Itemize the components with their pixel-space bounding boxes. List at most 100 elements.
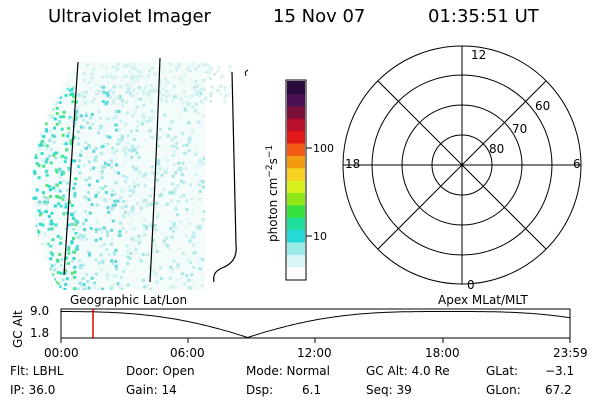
speckle <box>64 200 68 204</box>
speckle <box>90 203 94 207</box>
speckle <box>62 171 66 175</box>
speckle <box>193 251 197 255</box>
speckle <box>141 93 145 96</box>
speckle <box>114 128 118 132</box>
speckle <box>80 95 84 99</box>
speckle <box>117 138 121 142</box>
speckle <box>77 165 81 169</box>
speckle <box>204 213 205 217</box>
speckle <box>139 88 143 92</box>
speckle <box>106 234 109 238</box>
color-bar-frame <box>285 79 307 281</box>
speckle <box>155 171 159 175</box>
speckle <box>45 202 48 206</box>
speckle <box>209 99 213 103</box>
speckle <box>76 106 80 110</box>
speckle <box>53 268 57 272</box>
speckle <box>47 278 51 281</box>
speckle <box>136 120 140 123</box>
speckle <box>38 257 42 261</box>
speckle <box>131 165 135 169</box>
speckle <box>120 79 123 83</box>
color-band <box>287 167 305 181</box>
speckle <box>189 241 192 244</box>
speckle <box>125 111 129 115</box>
speckle <box>61 133 65 137</box>
speckle <box>188 69 192 73</box>
speckle <box>109 156 112 160</box>
speckle <box>182 144 185 147</box>
speckle <box>34 263 38 267</box>
speckle <box>147 91 151 95</box>
door-readout: Door: Open <box>126 364 195 378</box>
speckle <box>141 253 145 256</box>
speckle <box>33 119 37 123</box>
speckle <box>32 196 36 200</box>
meridian-line-2 <box>149 57 161 283</box>
speckle <box>59 155 63 159</box>
speckle <box>132 137 136 141</box>
speckle <box>125 83 129 87</box>
speckle <box>55 258 59 262</box>
color-unit-label: photon cm−2s−1 <box>265 145 280 242</box>
speckle <box>67 166 71 170</box>
app-title: Ultraviolet Imager <box>48 6 211 27</box>
speckle <box>146 284 150 288</box>
speckle <box>203 98 207 102</box>
speckle <box>155 90 159 94</box>
speckle <box>40 273 44 277</box>
speckle <box>82 283 86 287</box>
speckle <box>142 103 146 107</box>
speckle <box>101 75 105 79</box>
speckle <box>159 265 162 269</box>
speckle <box>189 77 193 81</box>
speckle <box>58 181 62 185</box>
timeline-y-high: 9.0 <box>30 304 50 318</box>
speckle <box>43 232 47 236</box>
speckle <box>56 284 60 288</box>
polar-label-80: 80 <box>489 142 504 156</box>
speckle <box>125 175 129 179</box>
speckle <box>171 154 175 157</box>
speckle <box>87 198 91 202</box>
speckle <box>49 89 53 93</box>
speckle <box>98 127 102 131</box>
speckle <box>130 144 134 148</box>
speckle <box>60 264 63 267</box>
polar-label-6: 6 <box>573 157 581 171</box>
speckle <box>128 83 132 87</box>
speckle <box>176 219 180 223</box>
speckle <box>166 81 170 84</box>
speckle <box>138 211 142 215</box>
speckle <box>56 282 60 286</box>
speckle <box>169 121 173 125</box>
speckle <box>68 200 72 204</box>
speckle <box>53 126 56 130</box>
speckle <box>85 237 89 241</box>
speckle <box>135 129 139 132</box>
speckle <box>96 179 99 183</box>
speckle <box>183 107 187 111</box>
speckle <box>81 91 85 95</box>
speckle <box>47 97 51 100</box>
speckle <box>122 190 126 194</box>
speckle <box>145 119 149 123</box>
speckle <box>161 232 165 236</box>
speckle <box>53 204 57 208</box>
speckle <box>127 212 131 215</box>
speckle <box>83 164 87 168</box>
speckle <box>103 184 107 188</box>
speckle <box>144 225 148 229</box>
limb-mark <box>244 69 249 77</box>
speckle <box>149 100 153 104</box>
color-band <box>287 105 305 119</box>
speckle <box>181 79 185 83</box>
speckle <box>133 110 137 114</box>
speckle <box>75 100 78 104</box>
speckle <box>169 62 172 66</box>
speckle <box>112 151 116 155</box>
speckle <box>180 101 183 105</box>
speckle <box>151 188 155 191</box>
speckle <box>103 242 107 246</box>
speckle <box>149 189 152 193</box>
